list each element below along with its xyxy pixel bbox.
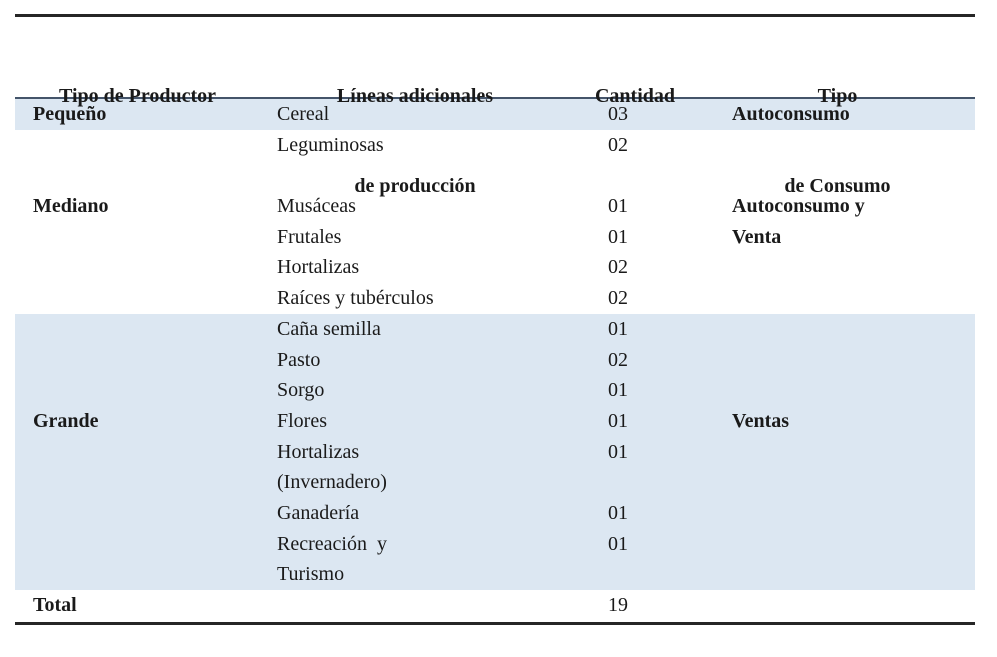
quantity-cell: 01 [608,440,628,463]
producer-type-cell [15,375,260,406]
consumption-type-cell [700,252,975,283]
quantity-cell: 02 [608,133,628,156]
production-line-cell: Raíces y tubérculos [277,287,434,310]
table-total-row: Total 19 [15,590,975,622]
table-row: Hortalizas 01 [15,436,975,468]
consumption-type-cell: Ventas [732,409,790,432]
consumption-type-cell [700,283,975,314]
quantity-cell: 02 [608,348,628,371]
consumption-type-cell [700,467,975,498]
producer-type-cell [15,160,260,191]
total-consumption-cell [700,590,975,622]
quantity-cell: 01 [608,317,628,340]
quantity-cell: 01 [608,532,628,555]
total-quantity: 19 [608,594,628,616]
consumption-type-cell [700,345,975,376]
producer-type-cell [15,529,260,560]
production-line-cell: Leguminosas [277,133,384,156]
header-tipo-de-consumo: Tipo de Consumo [700,17,975,261]
production-line-cell: Recreación y [277,532,387,555]
quantity-cell [570,559,700,590]
header-line: Tipo de Productor [58,85,217,107]
production-line-cell: Frutales [277,225,342,248]
header-lineas-adicionales: Líneas adicionales de producción [260,17,570,261]
production-line-cell: Hortalizas [277,440,360,463]
consumption-type-cell: Venta [732,225,782,248]
production-line-cell [260,160,570,191]
consumption-type-cell: Autoconsumo y [732,195,865,218]
production-line-cell: Cereal [277,103,330,125]
table-row: Hortalizas 02 [15,252,975,283]
table-row: Pequeño Cereal 03 Autoconsumo [15,99,975,130]
quantity-cell [570,467,700,498]
quantity-cell: 02 [608,256,628,279]
table-row: Grande Flores 01 Ventas [15,405,975,437]
producer-type-cell [15,252,260,283]
producer-type-cell [15,283,260,314]
table-row: Caña semilla 01 [15,313,975,345]
header-cantidad: Cantidad [570,17,700,261]
production-line-cell: Musáceas [277,195,356,218]
consumption-type-cell [700,130,975,161]
consumption-type-cell [700,498,975,529]
table-row: Recreación y 01 [15,528,975,560]
table-row: Sorgo 01 [15,375,975,406]
table-row [15,160,975,191]
header-line: Tipo [817,85,858,107]
consumption-type-cell [700,160,975,191]
production-line-cell: (Invernadero) [277,471,387,494]
quantity-cell [570,160,700,191]
table-row: Turismo [15,559,975,590]
producer-type-cell [15,222,260,253]
table-row: Leguminosas 02 [15,130,975,161]
quantity-cell: 01 [608,409,628,432]
producer-type-cell [15,314,260,345]
producer-type-cell: Grande [33,409,99,432]
quantity-cell: 02 [608,287,628,310]
production-line-cell: Pasto [277,348,321,371]
producer-summary-table: Tipo de Productor Líneas adicionales de … [15,14,975,625]
quantity-cell: 01 [608,379,628,402]
table-body: Pequeño Cereal 03 Autoconsumo Leguminosa… [15,99,975,590]
production-line-cell: Caña semilla [277,317,381,340]
producer-type-cell [15,130,260,161]
quantity-cell: 03 [608,103,628,125]
production-line-cell: Flores [277,409,327,432]
header-tipo-de-productor: Tipo de Productor [15,17,260,261]
quantity-cell: 01 [608,195,628,218]
production-line-cell: Hortalizas [277,256,360,279]
consumption-type-cell [700,437,975,468]
header-line: Líneas adicionales [336,85,494,107]
table-row: Raíces y tubérculos 02 [15,283,975,314]
producer-type-cell [15,498,260,529]
production-line-cell: Sorgo [277,379,325,402]
consumption-type-cell [700,314,975,345]
producer-type-cell: Mediano [33,195,109,218]
header-line: Cantidad [594,85,676,107]
producer-type-cell: Pequeño [33,103,107,125]
consumption-type-cell [700,375,975,406]
production-line-cell: Ganadería [277,501,360,524]
consumption-type-cell [700,559,975,590]
producer-type-cell [15,437,260,468]
table-row: Pasto 02 [15,344,975,376]
producer-type-cell [15,467,260,498]
table-row: Frutales 01 Venta [15,222,975,253]
total-production-line-cell [260,590,570,622]
quantity-cell: 01 [608,225,628,248]
header-line: de Consumo [784,175,891,197]
production-line-cell: Turismo [277,563,345,586]
consumption-type-cell: Autoconsumo [732,103,850,125]
table-row: Ganadería 01 [15,497,975,529]
consumption-type-cell [700,529,975,560]
header-line: de producción [354,175,476,197]
total-label: Total [33,594,77,616]
producer-type-cell [15,559,260,590]
quantity-cell: 01 [608,501,628,524]
table-row: (Invernadero) [15,467,975,498]
table-row: Mediano Musáceas 01 Autoconsumo y [15,191,975,222]
table-header-row: Tipo de Productor Líneas adicionales de … [15,17,975,197]
producer-type-cell [15,345,260,376]
